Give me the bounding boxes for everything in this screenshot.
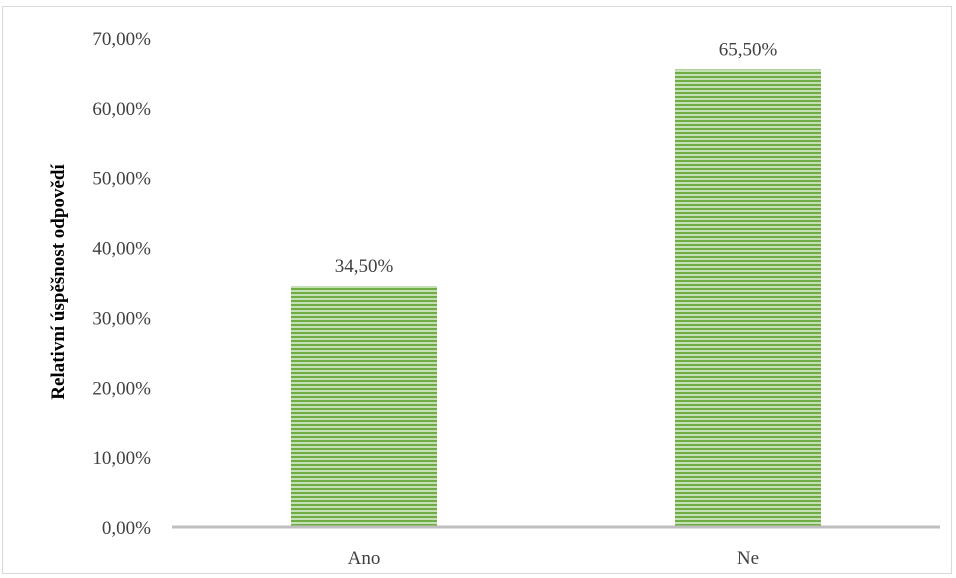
data-label-ne: 65,50% (719, 39, 778, 60)
y-tick-label: 60,00% (92, 99, 151, 120)
category-labels: Ano Ne (348, 548, 759, 569)
y-tick-label: 70,00% (92, 29, 151, 50)
y-tick-label: 0,00% (102, 518, 151, 539)
y-tick-label: 10,00% (92, 448, 151, 469)
bar-ano (291, 285, 437, 527)
y-tick-label: 40,00% (92, 239, 151, 260)
bars (291, 69, 821, 527)
y-tick-labels: 0,00% 10,00% 20,00% 30,00% 40,00% 50,00% 60,00… (92, 29, 151, 539)
y-tick-label: 30,00% (92, 308, 151, 329)
y-axis-label: Relativní úspěšnost odpovědí (48, 164, 69, 400)
y-tick-label: 50,00% (92, 169, 151, 190)
y-tick-label: 20,00% (92, 378, 151, 399)
category-label-ano: Ano (348, 548, 381, 569)
data-label-ano: 34,50% (335, 256, 394, 277)
category-label-ne: Ne (737, 548, 759, 569)
bar-ne (675, 69, 821, 527)
data-labels: 34,50% 65,50% (335, 39, 778, 277)
